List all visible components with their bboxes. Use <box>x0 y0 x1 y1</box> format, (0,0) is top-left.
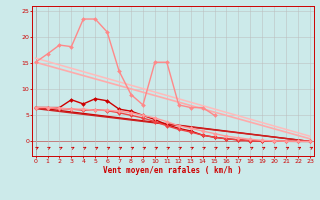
X-axis label: Vent moyen/en rafales ( km/h ): Vent moyen/en rafales ( km/h ) <box>103 166 242 175</box>
